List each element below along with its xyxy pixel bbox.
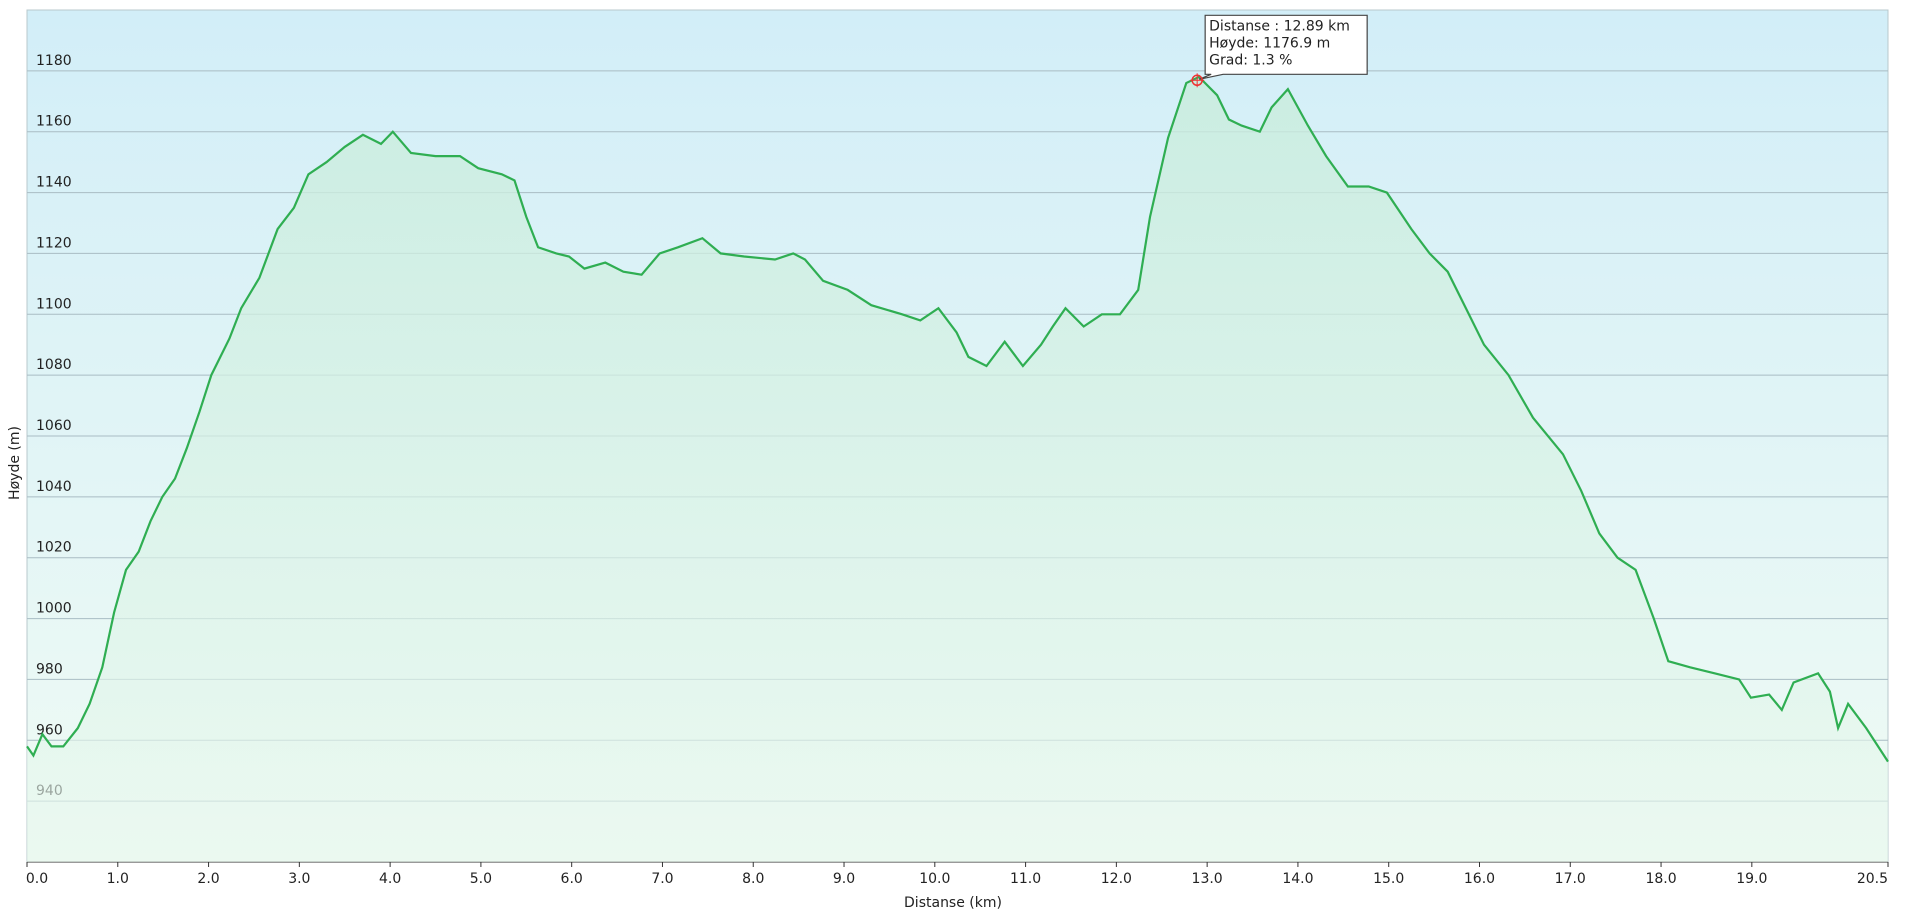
x-tick-label: 12.0 (1101, 871, 1132, 887)
x-tick-label: 6.0 (561, 871, 583, 887)
tooltip-line: Høyde: 1176.9 m (1209, 35, 1330, 51)
x-tick-label: 10.0 (919, 871, 950, 887)
x-tick-label: 4.0 (379, 871, 401, 887)
tooltip-box (1198, 14, 1368, 80)
elevation-line (26, 75, 1889, 763)
y-tick-label: 1140 (36, 175, 72, 191)
y-tick-label: 980 (36, 661, 63, 677)
x-tick-label: 1.0 (107, 871, 129, 887)
y-axis-title: Høyde (m) (7, 426, 23, 500)
x-tick-label: 7.0 (651, 871, 673, 887)
y-tick-label: 1120 (36, 235, 72, 251)
area-fill (27, 76, 1888, 862)
y-tick-label: 1020 (36, 540, 72, 556)
x-tick-label: 19.0 (1736, 871, 1767, 887)
y-tick-label: 1180 (36, 53, 72, 69)
y-tick-label: 1080 (36, 357, 72, 373)
x-tick-label: 17.0 (1555, 871, 1586, 887)
x-tick-label: 14.0 (1282, 871, 1313, 887)
x-tick-label: 9.0 (833, 871, 855, 887)
y-tick-label: 1100 (36, 296, 72, 312)
x-tick-label: 5.0 (470, 871, 492, 887)
y-tick-label: 1060 (36, 418, 72, 434)
x-tick-label: 2.0 (197, 871, 219, 887)
x-tick-label: 3.0 (288, 871, 310, 887)
x-tick-label: 16.0 (1464, 871, 1495, 887)
x-tick-label: 8.0 (742, 871, 764, 887)
y-tick-label: 1040 (36, 479, 72, 495)
tooltip-line: Distanse : 12.89 km (1209, 18, 1350, 34)
x-tick-label: 18.0 (1645, 871, 1676, 887)
x-tick-label: 11.0 (1010, 871, 1041, 887)
x-tick-label: 15.0 (1373, 871, 1404, 887)
x-tick-label: 13.0 (1192, 871, 1223, 887)
x-tick-label: 0.0 (26, 871, 48, 887)
y-tick-label: 960 (36, 722, 63, 738)
y-tick-label: 1160 (36, 114, 72, 130)
x-axis-title: Distanse (km) (904, 895, 1002, 911)
tooltip-line: Grad: 1.3 % (1209, 52, 1292, 68)
x-tick-label: 20.5 (1857, 871, 1888, 887)
y-tick-label: 1000 (36, 601, 72, 617)
